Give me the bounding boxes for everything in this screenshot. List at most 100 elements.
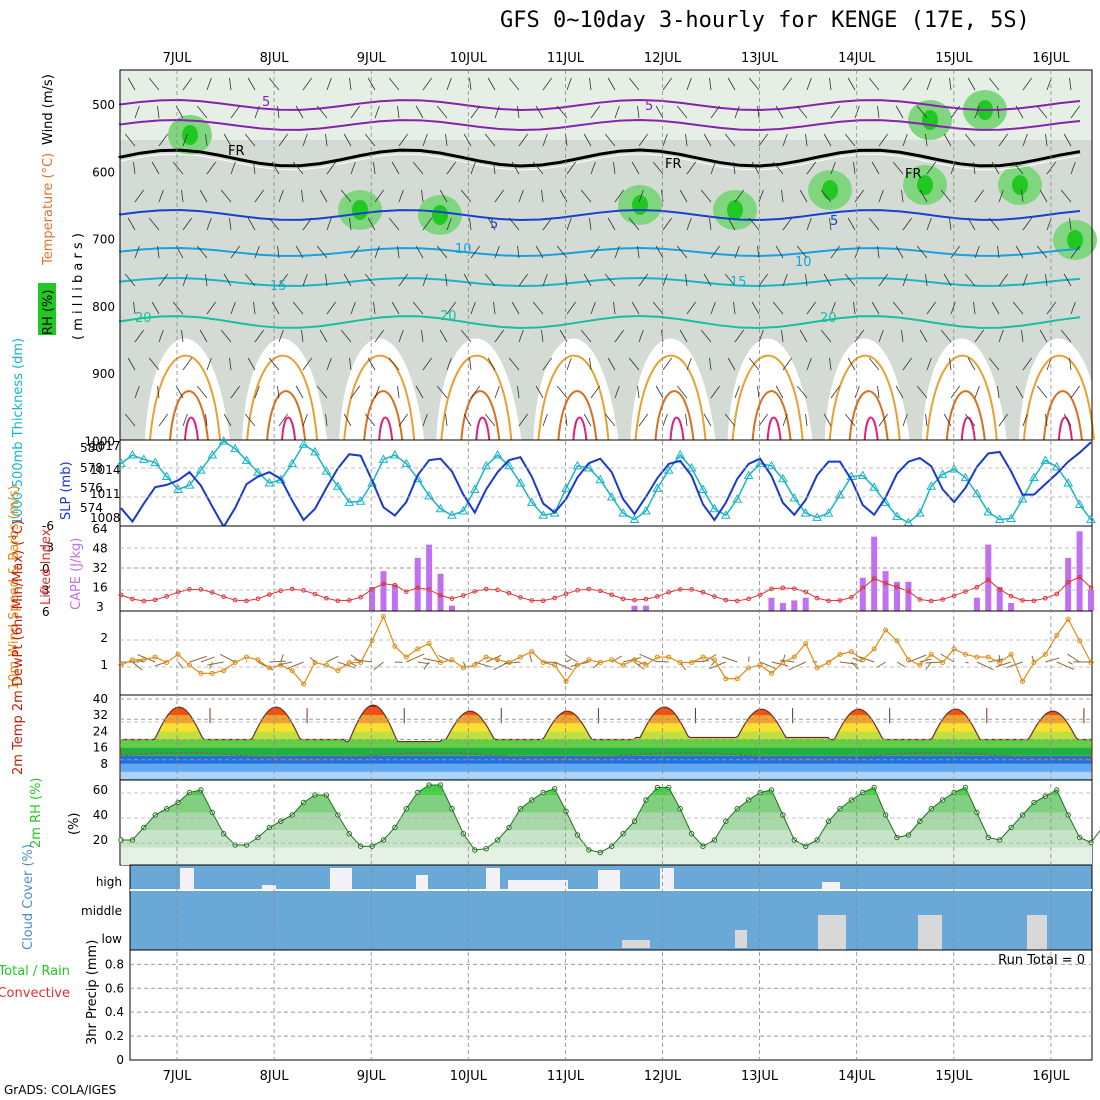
wind-barb xyxy=(421,329,424,343)
wind-barb xyxy=(710,161,716,175)
wind-barb xyxy=(518,133,528,147)
thickness-point xyxy=(1029,472,1039,482)
wind-barb xyxy=(446,77,452,91)
isotherm-contour xyxy=(119,277,1081,287)
wind-barb xyxy=(124,133,136,147)
temp-contour-orange-dark xyxy=(169,390,209,441)
wind-barb xyxy=(1063,273,1072,287)
wind-barb xyxy=(446,301,456,315)
wind-barb xyxy=(196,385,208,399)
cloud-axis-label: Cloud Cover (%) xyxy=(21,844,36,950)
thickness-point xyxy=(481,460,492,470)
wind-barb xyxy=(133,301,136,315)
thickness-point xyxy=(424,490,434,500)
wind-barb xyxy=(559,329,568,343)
wind-barb xyxy=(583,273,592,287)
thickness-point xyxy=(1017,494,1028,503)
thickness-point xyxy=(675,450,686,459)
wind-barb xyxy=(967,77,976,91)
wind-barb xyxy=(902,217,912,231)
wind-barb xyxy=(662,273,668,287)
wind-barb xyxy=(844,413,856,427)
precip-axis-label: 3hr Precip (mm) xyxy=(85,940,100,1045)
wind-barb-10m xyxy=(554,661,573,671)
wind-barb-10m xyxy=(925,661,932,671)
wind-barb xyxy=(182,133,188,147)
wind-barb xyxy=(727,357,736,371)
wind-barb xyxy=(637,245,640,259)
temp-contour-magenta xyxy=(1057,416,1073,441)
wind-barb xyxy=(1039,189,1048,203)
contour-label: 15 xyxy=(270,279,287,294)
cloud-level-label: middle xyxy=(81,904,122,918)
wind-barb xyxy=(628,357,640,371)
wind-barb xyxy=(781,329,784,343)
wind-barb xyxy=(974,385,980,399)
wind-barb xyxy=(254,329,264,343)
wind-barb xyxy=(350,385,360,399)
wind-barb xyxy=(206,217,212,231)
wind-barb xyxy=(607,77,616,91)
cape-bar xyxy=(791,600,798,611)
wind-barb xyxy=(806,217,812,231)
wind-barb xyxy=(374,385,380,399)
thickness-point xyxy=(458,505,469,515)
thickness-point xyxy=(355,496,366,505)
cloud-high-bar xyxy=(598,870,620,890)
wind-barb xyxy=(326,217,332,231)
wind-barb xyxy=(1036,105,1048,119)
thickness-point xyxy=(1051,461,1062,471)
wind-barb xyxy=(349,217,352,231)
contour-label: 10 xyxy=(455,242,472,257)
wind-barb-10m xyxy=(759,661,776,669)
wind-speed-point xyxy=(1008,651,1014,657)
thickness-point xyxy=(367,477,377,487)
wind-barb xyxy=(998,329,1004,343)
thickness-tick-label: 576 xyxy=(80,481,103,495)
cloud-level-label: high xyxy=(96,875,122,889)
cape-bar xyxy=(802,597,809,611)
rh-core xyxy=(822,180,838,200)
wind-barb xyxy=(991,301,1000,315)
cape-bar xyxy=(642,605,649,611)
wind-speed-point xyxy=(529,649,535,655)
wind-barb xyxy=(422,133,428,147)
rh-core xyxy=(182,125,198,145)
wind-barb xyxy=(700,329,712,343)
slp-axis-label: SLP (mb) xyxy=(59,461,74,520)
run-total-label: Run Total = 0 xyxy=(998,953,1085,968)
thickness-point xyxy=(253,467,263,476)
wind-barb xyxy=(844,133,856,147)
cloud-low-bar xyxy=(918,915,942,950)
wind-barb xyxy=(686,217,692,231)
wind-speed-point xyxy=(1042,651,1048,657)
wind-barb xyxy=(158,329,164,343)
lifted-index-point xyxy=(963,589,968,594)
wind-barb xyxy=(244,133,256,147)
wind-speed-point xyxy=(883,627,889,633)
pressure-tick-label: 900 xyxy=(92,367,115,381)
wind-barb xyxy=(950,301,956,315)
wind-barb xyxy=(350,105,360,119)
cloud-high-bar xyxy=(180,868,194,890)
wind-barb xyxy=(878,273,888,287)
wind-barb xyxy=(470,301,476,315)
convective-plume xyxy=(1018,338,1100,440)
wind-barb xyxy=(847,77,856,91)
convective-plume xyxy=(436,338,522,440)
wind-barb xyxy=(151,161,160,175)
temp-contour-orange-dark xyxy=(266,390,307,441)
wind-barb xyxy=(319,329,328,343)
lifted-index-point xyxy=(118,592,124,598)
date-label-top: 10JUL xyxy=(450,51,488,66)
wind-barb xyxy=(734,105,740,119)
wind-barb xyxy=(134,329,144,343)
wind-barb-10m xyxy=(423,661,430,670)
wind-barb xyxy=(988,77,1000,91)
wind-barb xyxy=(796,245,808,259)
wind-barb-10m xyxy=(529,653,533,663)
thickness-point xyxy=(823,508,834,517)
slp-tick-label: 1011 xyxy=(90,487,121,501)
wind-barb xyxy=(199,329,208,343)
wind-barb xyxy=(724,273,736,287)
